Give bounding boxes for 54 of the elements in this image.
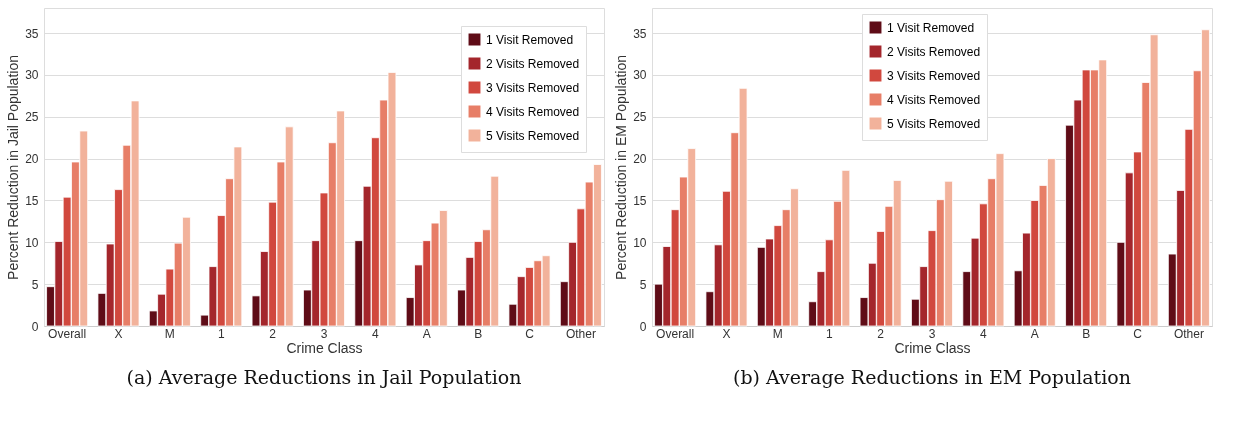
text: (a) Average Reductions in Jail Population [126, 366, 522, 388]
x-tick-label: Other [565, 326, 596, 341]
x-tick-label: Other [1173, 326, 1204, 341]
y-tick-label: 30 [25, 68, 39, 83]
x-tick-label: 4 [372, 326, 380, 341]
y-tick-label: 20 [633, 152, 647, 167]
y-axis-title: Percent Reduction in Jail Population [5, 55, 22, 280]
x-tick-label: M [772, 326, 783, 341]
y-tick-label: 0 [31, 319, 39, 334]
x-tick-label: C [525, 326, 535, 341]
y-tick-label: 25 [25, 110, 39, 125]
legend-label: 1 Visit Removed [486, 32, 574, 47]
x-tick-label: X [722, 326, 731, 341]
x-tick-label: 3 [320, 326, 328, 341]
y-tick-label: 0 [639, 319, 647, 334]
y-tick-label: 30 [633, 68, 647, 83]
x-tick-label: B [1082, 326, 1091, 341]
y-tick-label: 25 [633, 110, 647, 125]
x-tick-label: A [1030, 326, 1039, 341]
y-tick-label: 20 [25, 152, 39, 167]
y-tick-label: 35 [25, 26, 39, 41]
legend-label: 2 Visits Removed [887, 44, 981, 59]
y-tick-label: 15 [25, 193, 39, 208]
legend-label: 4 Visits Removed [887, 92, 981, 107]
x-tick-label: 3 [928, 326, 936, 341]
legend-label: 3 Visits Removed [887, 68, 981, 83]
y-tick-label: 10 [633, 235, 647, 250]
legend-label: 1 Visit Removed [887, 20, 975, 35]
y-tick-label: 35 [633, 26, 647, 41]
y-tick-label: 5 [31, 277, 39, 292]
x-axis-title: Crime Class [894, 339, 971, 356]
legend-label: 3 Visits Removed [486, 80, 580, 95]
legend-label: 5 Visits Removed [486, 128, 580, 143]
y-tick-label: 10 [25, 235, 39, 250]
x-axis-title: Crime Class [286, 339, 363, 356]
x-tick-label: B [474, 326, 483, 341]
x-tick-label: M [164, 326, 175, 341]
text: (b) Average Reductions in EM Population [733, 366, 1131, 388]
x-tick-label: 2 [877, 326, 885, 341]
x-tick-label: 1 [217, 326, 225, 341]
x-tick-label: X [114, 326, 123, 341]
y-tick-label: 15 [633, 193, 647, 208]
y-axis-title: Percent Reduction in EM Population [613, 55, 630, 280]
x-tick-label: A [422, 326, 431, 341]
x-tick-label: C [1133, 326, 1143, 341]
y-tick-label: 5 [639, 277, 647, 292]
legend-label: 4 Visits Removed [486, 104, 580, 119]
legend-label: 2 Visits Removed [486, 56, 580, 71]
legend-label: 5 Visits Removed [887, 116, 981, 131]
x-tick-label: 2 [269, 326, 277, 341]
x-tick-label: Overall [48, 326, 87, 341]
x-tick-label: 1 [825, 326, 833, 341]
x-tick-label: 4 [980, 326, 988, 341]
x-tick-label: Overall [656, 326, 695, 341]
